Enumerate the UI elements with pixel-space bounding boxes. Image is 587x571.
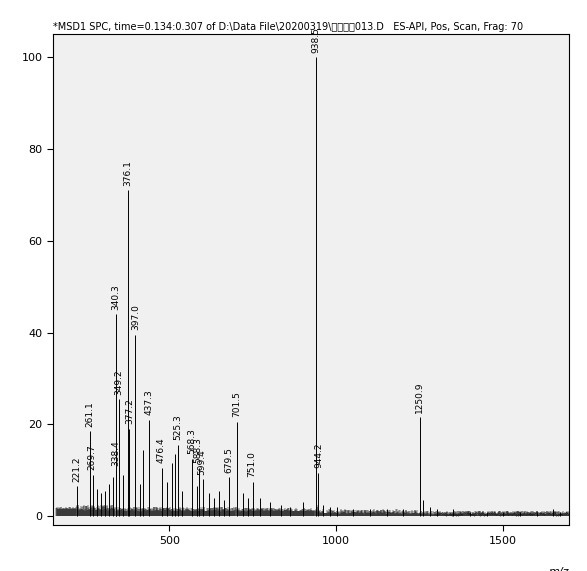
Text: 1250.9: 1250.9 [415,381,424,413]
Text: 938.5: 938.5 [311,27,320,53]
Text: 377.2: 377.2 [125,399,134,424]
Text: 525.3: 525.3 [173,415,183,440]
Text: m/z: m/z [549,566,569,571]
Text: 751.0: 751.0 [248,451,257,477]
Text: 701.5: 701.5 [232,392,241,417]
Text: *MSD1 SPC, time=0.134:0.307 of D:\Data File\20200319\利拉鲁款013.D   ES-API, Pos, Sc: *MSD1 SPC, time=0.134:0.307 of D:\Data F… [53,22,523,32]
Text: 338.4: 338.4 [111,440,120,466]
Text: 679.5: 679.5 [224,447,233,473]
Text: 221.2: 221.2 [72,456,81,482]
Text: 588.3: 588.3 [194,437,203,463]
Text: 568.3: 568.3 [187,428,196,454]
Text: 340.3: 340.3 [112,284,121,309]
Text: 376.1: 376.1 [124,160,133,186]
Text: 349.2: 349.2 [114,369,123,395]
Text: 261.1: 261.1 [85,401,95,427]
Text: 269.7: 269.7 [87,444,96,471]
Text: 476.4: 476.4 [157,438,166,463]
Text: 944.2: 944.2 [314,443,323,468]
Text: 437.3: 437.3 [144,389,153,415]
Text: 599.4: 599.4 [197,449,207,475]
Text: 397.0: 397.0 [131,304,141,330]
